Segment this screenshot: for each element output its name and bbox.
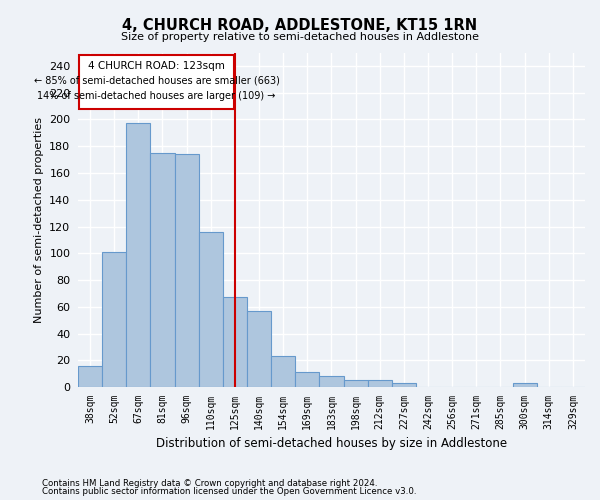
Bar: [78, 366, 102, 387]
Bar: [512, 383, 537, 387]
Text: 4 CHURCH ROAD: 123sqm: 4 CHURCH ROAD: 123sqm: [88, 60, 225, 70]
Y-axis label: Number of semi-detached properties: Number of semi-detached properties: [34, 117, 44, 323]
Bar: [126, 124, 151, 387]
Bar: [271, 356, 295, 387]
Bar: [319, 376, 344, 387]
Bar: [223, 298, 247, 387]
X-axis label: Distribution of semi-detached houses by size in Addlestone: Distribution of semi-detached houses by …: [156, 437, 507, 450]
Bar: [247, 311, 271, 387]
Text: 4, CHURCH ROAD, ADDLESTONE, KT15 1RN: 4, CHURCH ROAD, ADDLESTONE, KT15 1RN: [122, 18, 478, 32]
Bar: [344, 380, 368, 387]
FancyBboxPatch shape: [79, 55, 234, 108]
Bar: [175, 154, 199, 387]
Bar: [151, 153, 175, 387]
Bar: [199, 232, 223, 387]
Text: 14% of semi-detached houses are larger (109) →: 14% of semi-detached houses are larger (…: [37, 92, 275, 102]
Text: Contains HM Land Registry data © Crown copyright and database right 2024.: Contains HM Land Registry data © Crown c…: [42, 478, 377, 488]
Bar: [392, 383, 416, 387]
Bar: [102, 252, 126, 387]
Text: Contains public sector information licensed under the Open Government Licence v3: Contains public sector information licen…: [42, 488, 416, 496]
Bar: [368, 380, 392, 387]
Text: ← 85% of semi-detached houses are smaller (663): ← 85% of semi-detached houses are smalle…: [34, 76, 280, 86]
Bar: [295, 372, 319, 387]
Text: Size of property relative to semi-detached houses in Addlestone: Size of property relative to semi-detach…: [121, 32, 479, 42]
